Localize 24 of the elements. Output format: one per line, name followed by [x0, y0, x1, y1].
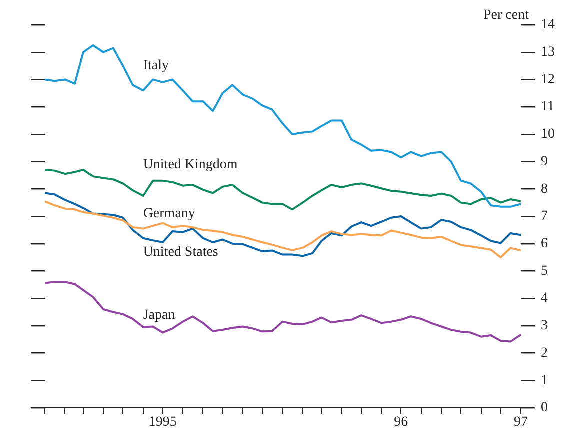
y-tick-label: 2: [541, 346, 548, 361]
series-label: United States: [143, 245, 218, 260]
y-tick-label: 7: [541, 209, 548, 224]
x-tick-label: 1995: [148, 415, 177, 430]
series-label: United Kingdom: [143, 158, 238, 173]
y-tick-label: 1: [541, 373, 548, 388]
y-tick-label: 0: [541, 400, 548, 416]
y-tick-label: 12: [541, 72, 555, 88]
y-axis-title: Per cent: [484, 8, 530, 23]
y-tick-label: 13: [541, 45, 555, 60]
x-tick-label: 96: [394, 415, 408, 430]
y-tick-label: 9: [541, 154, 548, 170]
series-label: Japan: [143, 308, 176, 323]
y-tick-label: 3: [541, 318, 548, 334]
y-tick-label: 11: [541, 100, 554, 115]
series-label: Italy: [143, 58, 169, 74]
y-tick-label: 10: [541, 127, 555, 142]
y-tick-label: 6: [541, 236, 548, 252]
y-tick-label: 8: [541, 182, 548, 197]
x-tick-label: 97: [514, 415, 528, 430]
series-label: Germany: [143, 206, 196, 222]
y-tick-label: 14: [541, 18, 555, 33]
y-tick-label: 4: [541, 291, 548, 306]
y-tick-label: 5: [541, 264, 548, 279]
